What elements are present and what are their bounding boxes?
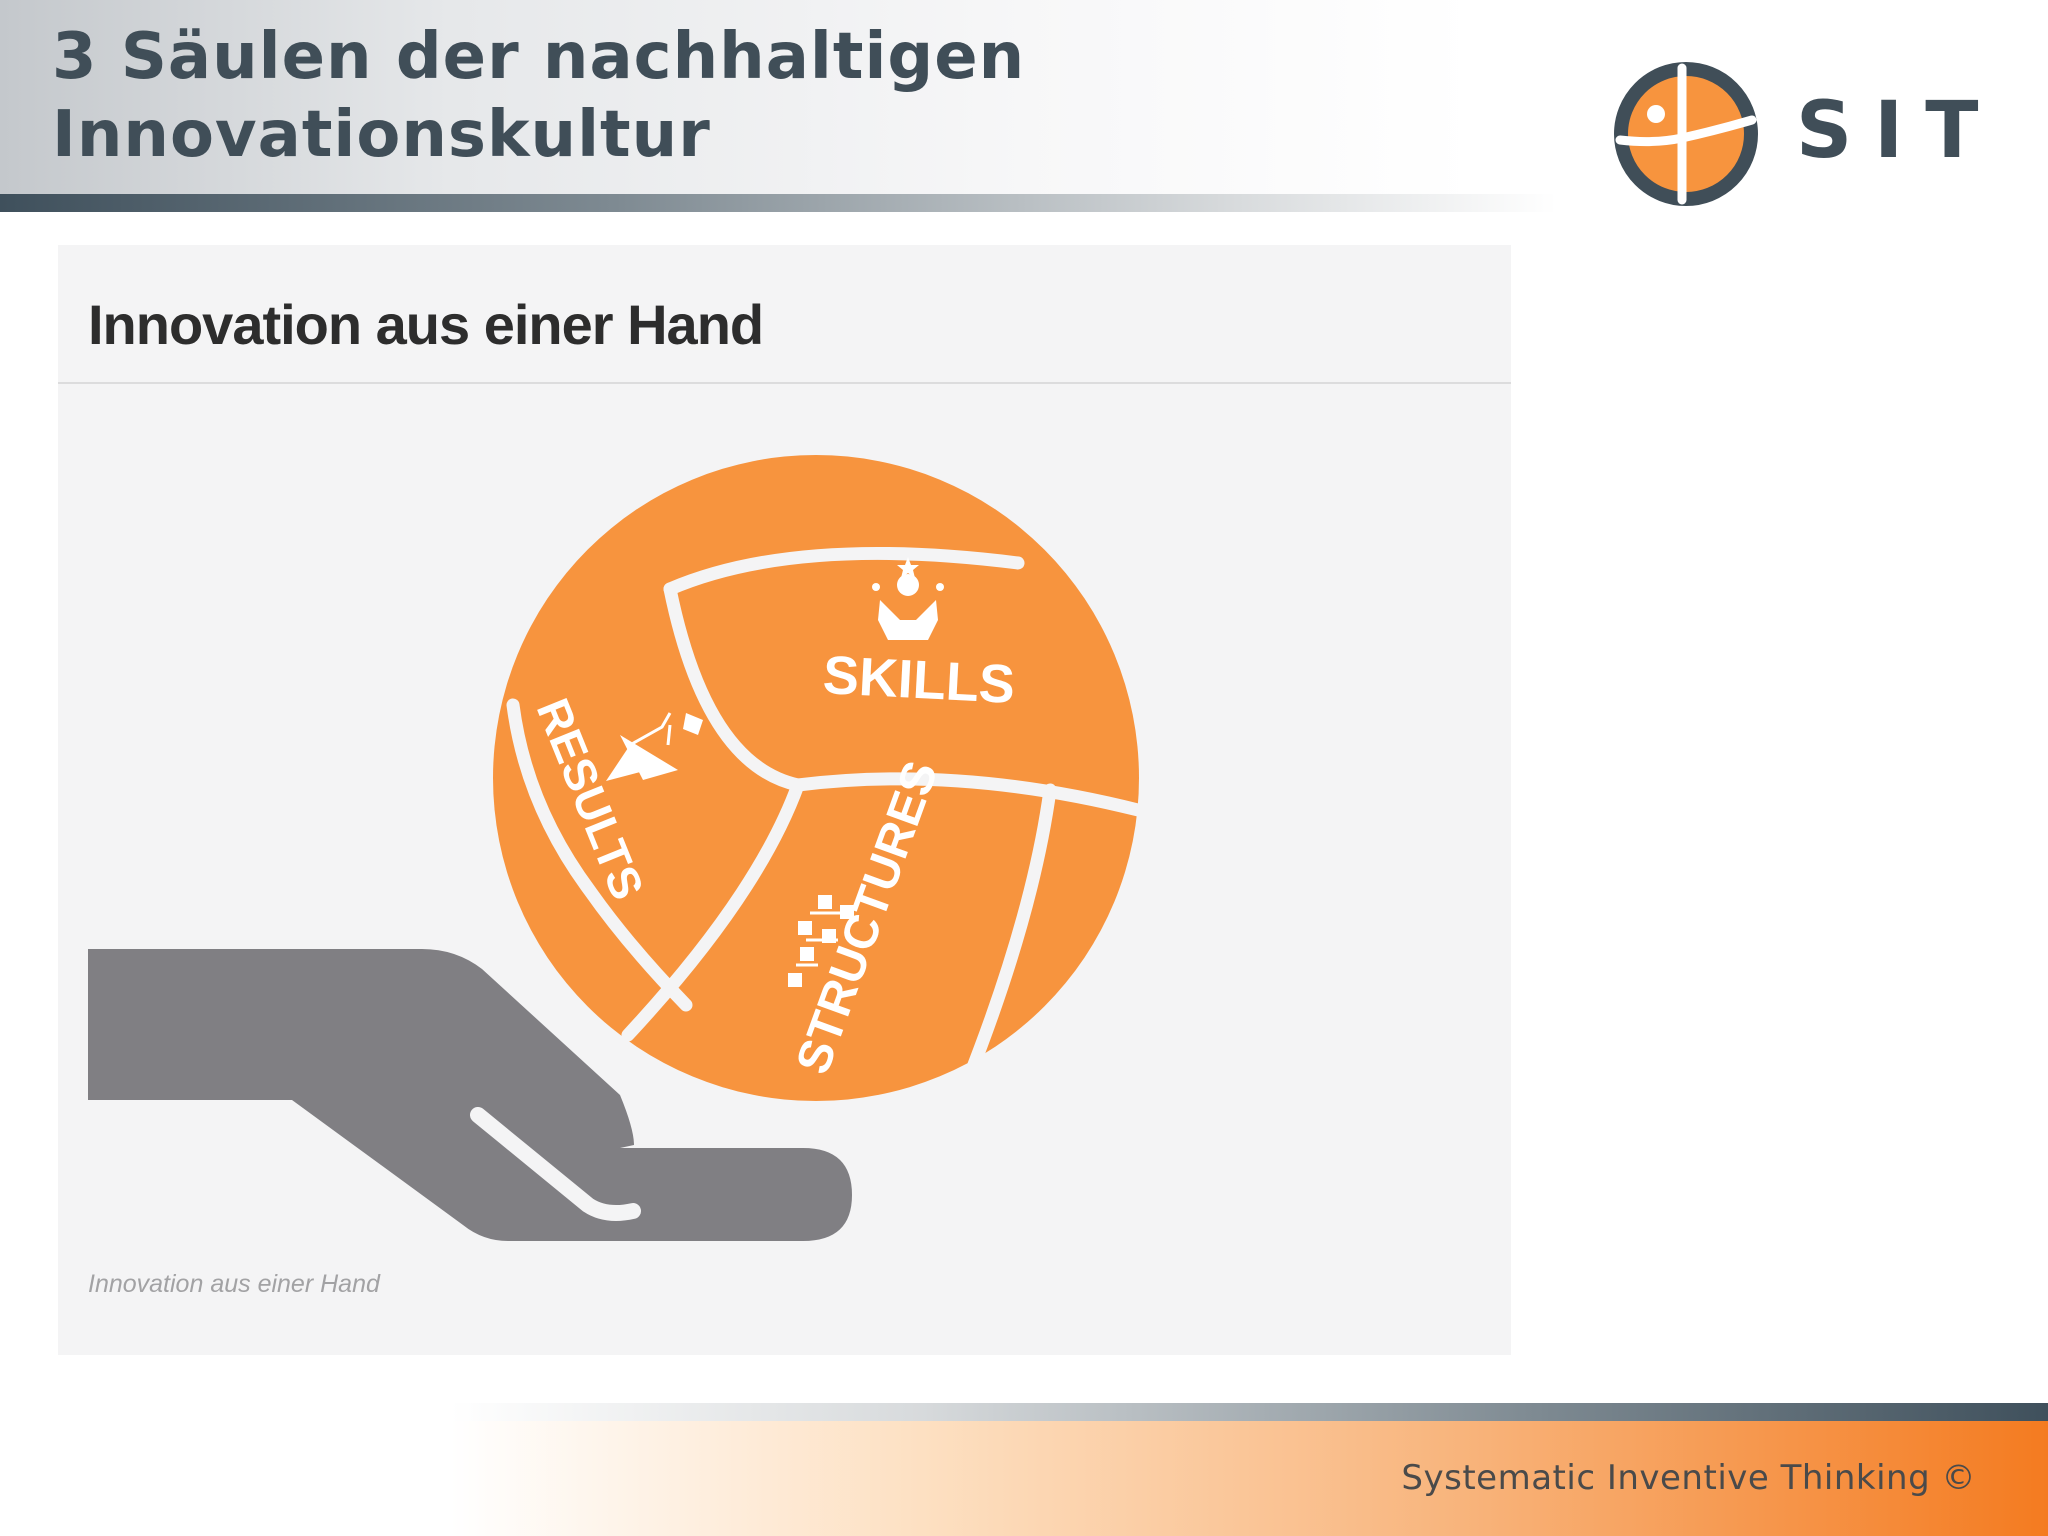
footer-background (0, 1421, 2048, 1536)
header-divider-bar (0, 194, 2048, 212)
skills-person-icon (872, 557, 944, 640)
hand-icon (88, 949, 852, 1241)
results-mountain-flag-icon (606, 712, 703, 781)
slide-title: 3 Säulen der nachhaltigen Innovationskul… (52, 18, 1025, 174)
structures-org-chart-icon (788, 895, 854, 987)
slide-title-line-1: 3 Säulen der nachhaltigen (52, 20, 1026, 94)
panel-title: Innovation aus einer Hand (88, 293, 764, 356)
skills-label: SKILLS (821, 645, 1016, 715)
content-panel: Innovation aus einer Hand SKILLS (58, 245, 1511, 1355)
sit-logo: SIT (1606, 54, 1978, 214)
sit-logo-icon (1614, 62, 1758, 206)
innovation-ball (493, 455, 1145, 1101)
sit-logo-text: SIT (1796, 86, 2001, 176)
footer-copyright: Systematic Inventive Thinking © (1401, 1458, 1976, 1498)
footer-divider-bar (0, 1403, 2048, 1421)
panel-caption: Innovation aus einer Hand (88, 1270, 380, 1298)
innovation-ball-illustration: SKILLS RESULTS STRUCTURES (88, 455, 1145, 1241)
panel-divider (58, 382, 1511, 384)
slide-title-line-2: Innovationskultur (52, 98, 711, 172)
